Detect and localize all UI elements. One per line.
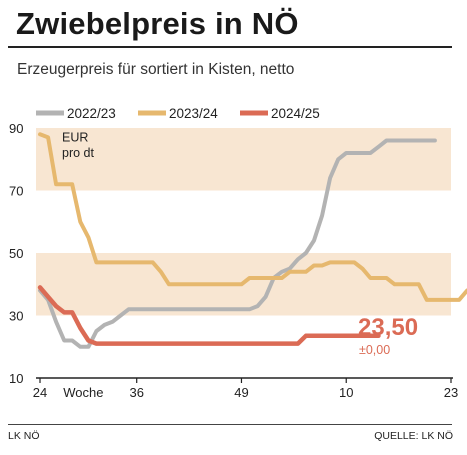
page-title: Zwiebelpreis in NÖ [16, 6, 299, 41]
current-price-value: 23,50 [358, 314, 418, 341]
unit-label-line-2: pro dt [62, 146, 94, 160]
footer-source: QUELLE: LK NÖ [374, 430, 453, 442]
current-price-change: ±0,00 [359, 343, 390, 357]
value-bands [36, 128, 451, 316]
y-tick-label: 70 [9, 184, 23, 199]
chart-axes: 10 30 50 70 90 24 36 49 10 23 Woche [9, 121, 458, 400]
x-tick-label: 36 [129, 385, 143, 400]
footer-divider [8, 424, 452, 425]
unit-label: EUR pro dt [62, 130, 94, 160]
chart-legend: 2022/23 2023/24 2024/25 [36, 106, 320, 121]
x-tick-label: 10 [339, 385, 353, 400]
series-line-2023-24 [38, 132, 467, 302]
y-tick-label: 30 [9, 309, 23, 324]
series-lines [37, 132, 467, 349]
series-line-2022-23 [38, 138, 437, 349]
series-line-2024-25 [37, 285, 381, 346]
x-tick-label: 24 [33, 385, 47, 400]
y-tick-label: 90 [9, 121, 23, 136]
x-tick-label: 23 [444, 385, 458, 400]
y-tick-label: 50 [9, 246, 23, 261]
legend-label-2023-24: 2023/24 [169, 106, 218, 121]
current-value-callout: 23,50 ±0,00 [358, 314, 418, 357]
x-axis-title: Woche [63, 385, 103, 400]
unit-label-line-1: EUR [62, 130, 88, 144]
value-band-1 [36, 128, 451, 191]
x-tick-label: 49 [234, 385, 248, 400]
footer-credit: LK NÖ [8, 430, 40, 442]
page-subtitle: Erzeugerpreis für sortiert in Kisten, ne… [17, 61, 295, 78]
legend-label-2022-23: 2022/23 [67, 106, 116, 121]
legend-label-2024-25: 2024/25 [271, 106, 320, 121]
title-divider [8, 46, 452, 48]
y-tick-label: 10 [9, 371, 23, 386]
